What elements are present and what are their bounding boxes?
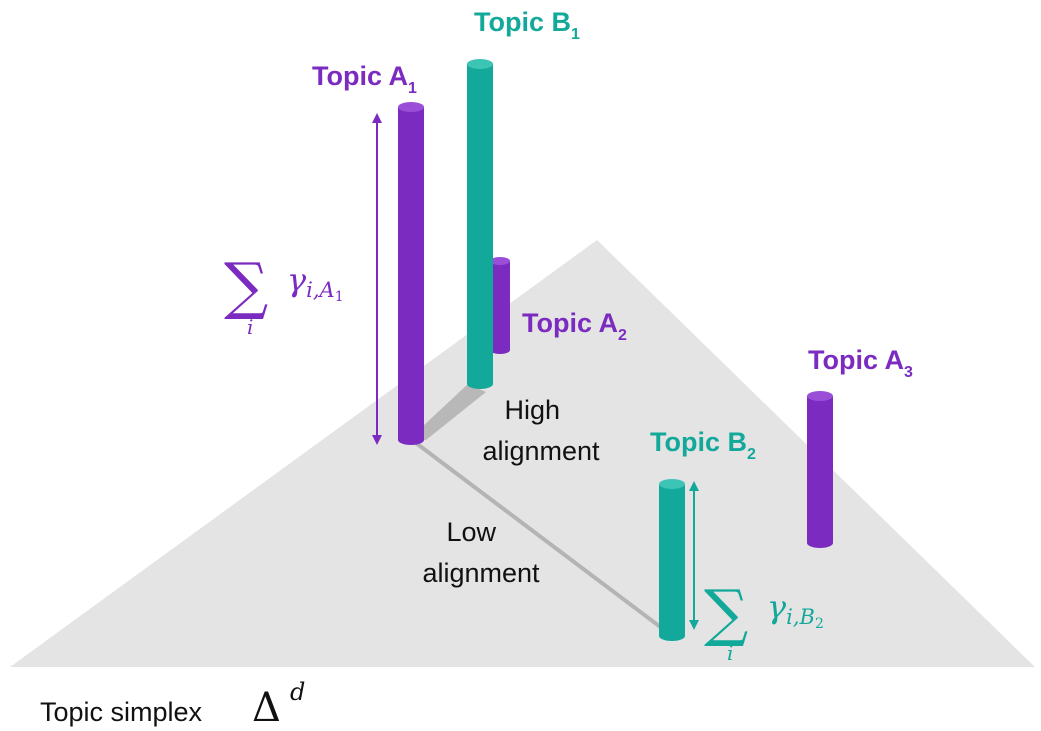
topic-b1-bar [467,59,493,389]
simplex-superscript: d [290,678,305,706]
simplex-symbol: Δ [252,685,281,731]
svg-text:∑: ∑ [224,249,268,322]
topic-a3-bar [807,391,833,548]
topic-a1-formula: ∑ i γi,A1 [224,249,344,339]
topic-b2-label: Topic B2 [650,427,756,463]
topic-b1-label: Topic B1 [474,7,580,43]
topic-a1-label: Topic A1 [312,61,417,97]
topic-a1-bar [398,102,424,445]
high-alignment-shadow [408,384,486,440]
svg-text:i: i [247,315,253,339]
svg-text:∑: ∑ [704,576,748,649]
simplex-caption: Topic simplex [40,697,203,727]
topic-b2-bar [659,479,685,641]
low-alignment-line [410,438,669,634]
topic-a2-label: Topic A2 [522,308,627,344]
topic-b2-formula: ∑ i γi,B2 [704,576,824,665]
simplex-triangle [10,240,1035,667]
svg-text:γi,A1: γi,A1 [287,261,344,305]
high-alignment-label: High alignment [482,395,600,466]
svg-text:γi,B2: γi,B2 [767,588,824,632]
svg-text:i: i [727,641,733,665]
topic-a2-bar [490,257,510,354]
topic-a3-label: Topic A3 [808,345,913,381]
low-alignment-label: Low alignment [422,517,540,588]
